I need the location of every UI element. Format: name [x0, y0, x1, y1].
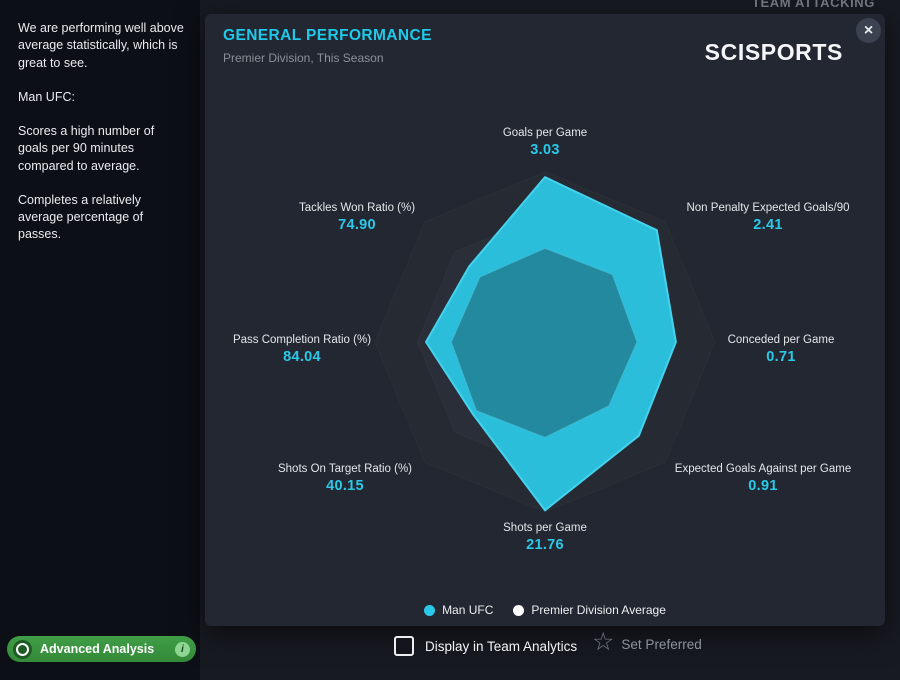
- radar-axis-conceded-per-game: Conceded per Game 0.71: [651, 334, 900, 365]
- legend-label: Premier Division Average: [531, 603, 666, 617]
- general-performance-modal: GENERAL PERFORMANCE Premier Division, Th…: [205, 14, 885, 626]
- page-title: GENERAL PERFORMANCE: [223, 27, 432, 44]
- commentary-paragraph: We are performing well above average sta…: [18, 21, 184, 70]
- axis-label: Tackles Won Ratio (%): [298, 202, 416, 214]
- commentary-sidebar: We are performing well above average sta…: [0, 0, 200, 680]
- radar-axis-shots-on-target-ratio: Shots On Target Ratio (%) 40.15: [215, 463, 475, 494]
- set-preferred-label: Set Preferred: [621, 637, 702, 652]
- info-icon[interactable]: i: [175, 641, 190, 657]
- axis-value: 21.76: [526, 537, 564, 553]
- commentary-paragraph: Man UFC:: [18, 89, 75, 104]
- axis-label: Goals per Game: [502, 127, 588, 139]
- axis-label: Conceded per Game: [727, 334, 835, 346]
- axis-value: 0.91: [748, 478, 778, 494]
- axis-value: 2.41: [753, 217, 783, 233]
- legend-item-man-ufc: Man UFC: [424, 603, 493, 617]
- close-button[interactable]: ×: [856, 18, 881, 43]
- radar-axis-tackles-won-ratio: Tackles Won Ratio (%) 74.90: [227, 202, 487, 233]
- close-icon: ×: [863, 21, 874, 39]
- average-polygon: [451, 248, 638, 438]
- display-in-team-analytics-checkbox[interactable]: [394, 636, 414, 656]
- background-section-header: TEAM ATTACKING: [752, 0, 875, 10]
- checkbox-label: Display in Team Analytics: [425, 638, 578, 654]
- radar-axis-shots-per-game: Shots per Game 21.76: [415, 522, 675, 553]
- commentary-paragraph: Completes a relatively average percentag…: [18, 192, 144, 242]
- axis-label: Pass Completion Ratio (%): [232, 334, 372, 346]
- axis-value: 3.03: [530, 142, 560, 158]
- axis-label: Expected Goals Against per Game: [674, 463, 852, 475]
- legend-dot-average-icon: [513, 604, 525, 616]
- radar-axis-xga-per-game: Expected Goals Against per Game 0.91: [633, 463, 893, 494]
- modal-header: GENERAL PERFORMANCE Premier Division, Th…: [223, 27, 432, 65]
- legend-dot-team-icon: [424, 604, 436, 616]
- radar-axis-pass-completion-ratio: Pass Completion Ratio (%) 84.04: [172, 334, 432, 365]
- radar-chart: [375, 172, 715, 512]
- advanced-analysis-button[interactable]: Advanced Analysis i: [7, 636, 196, 662]
- legend-item-average: Premier Division Average: [513, 603, 666, 617]
- commentary-paragraph: Scores a high number of goals per 90 min…: [18, 124, 155, 173]
- page-subtitle: Premier Division, This Season: [223, 51, 384, 65]
- scisports-logo: SCISPORTS: [704, 39, 843, 65]
- axis-value: 40.15: [326, 478, 364, 494]
- radar-axis-goals-per-game: Goals per Game 3.03: [415, 127, 675, 158]
- legend-label: Man UFC: [442, 603, 494, 617]
- axis-label: Non Penalty Expected Goals/90: [686, 202, 850, 214]
- team-polygon: [425, 176, 677, 512]
- commentary-text: We are performing well above average sta…: [0, 0, 200, 244]
- star-icon: ☆: [592, 628, 615, 656]
- chart-legend: Man UFC Premier Division Average: [205, 603, 885, 617]
- axis-value: 74.90: [338, 217, 376, 233]
- axis-label: Shots per Game: [503, 522, 587, 534]
- axis-value: 0.71: [766, 349, 796, 365]
- display-in-team-analytics-option[interactable]: Display in Team Analytics: [394, 636, 577, 656]
- radar-axis-np-xg-90: Non Penalty Expected Goals/90 2.41: [638, 202, 898, 233]
- axis-value: 84.04: [283, 349, 321, 365]
- set-preferred-option[interactable]: ☆ Set Preferred: [592, 630, 702, 655]
- axis-label: Shots On Target Ratio (%): [277, 463, 412, 475]
- advanced-analysis-label: Advanced Analysis: [40, 642, 155, 656]
- scisports-ball-icon: [13, 639, 32, 659]
